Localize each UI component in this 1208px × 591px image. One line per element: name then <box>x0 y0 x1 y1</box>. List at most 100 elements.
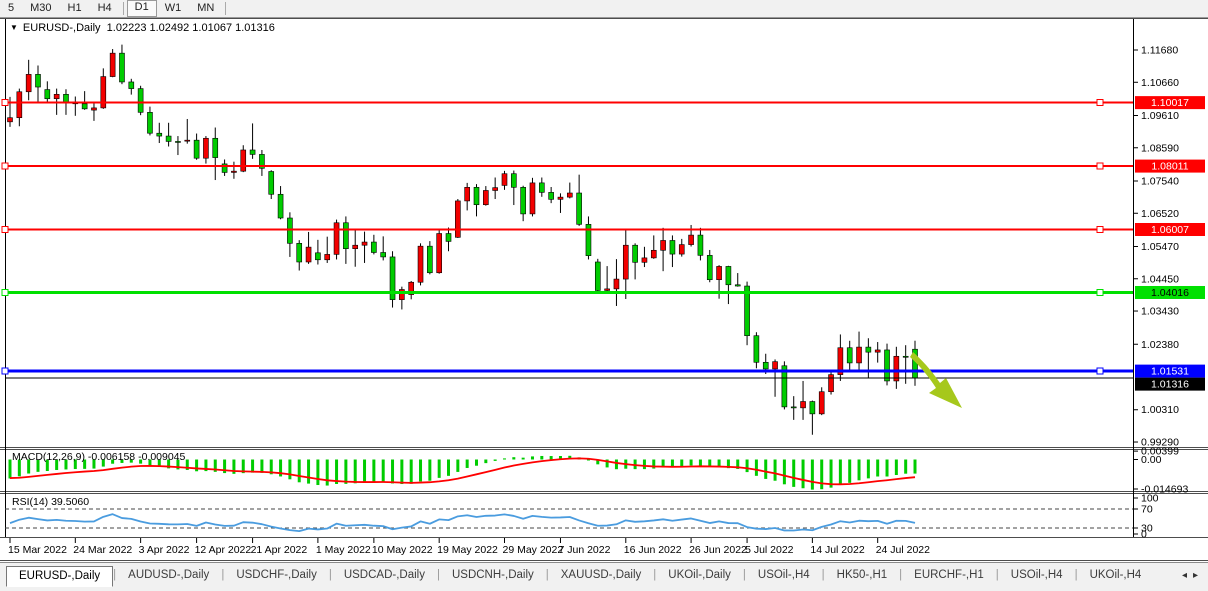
tab-usdcad-daily[interactable]: USDCAD-,Daily <box>343 569 425 581</box>
candle-body <box>445 233 452 242</box>
candle-body <box>744 285 750 337</box>
candle-body <box>520 187 526 215</box>
pane-frames <box>0 18 1208 561</box>
timeframe-button-5[interactable]: 5 <box>8 2 15 14</box>
tab-scroll-right-icon[interactable]: ▸ <box>1192 570 1204 581</box>
tab-separator: | <box>821 569 825 581</box>
price-tick-label: 1.05470 <box>1141 241 1179 253</box>
chart-title: ▼ EURUSD-,Daily 1.02223 1.02492 1.01067 1… <box>10 22 275 34</box>
rsi-indicator-label: RSI(14) 39.5060 <box>12 496 90 508</box>
candle-body <box>63 93 69 103</box>
date-label: 12 Apr 2022 <box>195 544 252 556</box>
tab-eurusd-daily[interactable]: EURUSD-,Daily <box>6 566 114 587</box>
price-chip <box>1135 285 1205 299</box>
candle-body <box>818 391 825 415</box>
tab-ukoil-daily[interactable]: UKOil-,Daily <box>668 569 731 581</box>
candle-body <box>53 93 60 100</box>
candle-body <box>884 349 890 382</box>
tab-xauusd-daily[interactable]: XAUUSD-,Daily <box>560 569 642 581</box>
line-handle[interactable] <box>1096 225 1104 234</box>
tab-separator: | <box>653 569 657 581</box>
tab-separator: | <box>221 569 225 581</box>
price-chip <box>1135 222 1205 236</box>
timeframe-button-W1[interactable]: W1 <box>164 2 182 14</box>
timeframe-button-H1[interactable]: H1 <box>67 2 82 14</box>
symbol-label: EURUSD-,Daily <box>22 22 101 34</box>
date-label: 26 Jun 2022 <box>689 544 747 556</box>
date-label: 14 Jul 2022 <box>810 544 864 556</box>
candle-body <box>408 281 414 295</box>
line-handle[interactable] <box>1096 99 1104 107</box>
line-handle[interactable] <box>1 367 9 375</box>
tab-usdchf-daily[interactable]: USDCHF-,Daily <box>236 569 317 581</box>
tab-separator: | <box>545 569 549 581</box>
candle-body <box>455 200 461 238</box>
date-label: 16 Jun 2022 <box>624 544 682 556</box>
candle-body <box>91 107 97 111</box>
timeframe-button-H4[interactable]: H4 <box>97 2 112 14</box>
candle-body <box>594 261 601 291</box>
macd-axis-label: 0.00 <box>1141 454 1162 466</box>
symbol-tab-bar: ◂▸ EURUSD-,Daily | AUDUSD-,Daily | USDCHF-,D… <box>0 562 1208 591</box>
down-arrow-annotation[interactable] <box>910 352 962 408</box>
candle-body <box>622 244 629 280</box>
line-handle[interactable] <box>1 162 9 170</box>
price-chip <box>1135 96 1205 110</box>
tab-ukoil-h4[interactable]: UKOil-,H4 <box>1089 569 1142 581</box>
candle-body <box>511 173 517 188</box>
line-handle[interactable] <box>1 225 9 234</box>
tab-hk50-h1[interactable]: HK50-,H1 <box>836 569 888 581</box>
price-tick-label: 1.06520 <box>1141 208 1179 220</box>
candle-body <box>641 257 648 263</box>
chevron-down-icon[interactable]: ▼ <box>10 23 18 32</box>
tab-usdcnh-daily[interactable]: USDCNH-,Daily <box>451 569 534 581</box>
timeframe-button-M30[interactable]: M30 <box>30 2 52 14</box>
tab-usoil-h4[interactable]: USOil-,H4 <box>1010 569 1063 581</box>
candle-body <box>16 91 23 119</box>
line-handle[interactable] <box>1 288 9 297</box>
price-tick-label: 1.08590 <box>1141 142 1179 154</box>
candle-body <box>790 406 797 409</box>
line-handle[interactable] <box>1096 288 1104 297</box>
candle-body <box>800 401 806 409</box>
candle-body <box>548 192 554 200</box>
candle-body <box>417 245 424 283</box>
line-handle[interactable] <box>1096 162 1104 170</box>
tab-scroll-left-icon[interactable]: ◂ <box>1181 570 1193 581</box>
candle-body <box>35 74 41 88</box>
candle-body <box>352 244 359 249</box>
tab-usoil-h4[interactable]: USOil-,H4 <box>757 569 810 581</box>
candle-body <box>716 266 722 281</box>
timeframe-button-MN[interactable]: MN <box>197 2 215 14</box>
candle-body <box>44 89 51 100</box>
candle-body <box>137 88 144 113</box>
price-tick-label: 1.04450 <box>1141 273 1179 285</box>
candle-body <box>725 266 732 286</box>
date-label: 1 May 2022 <box>316 544 371 556</box>
line-handle[interactable] <box>1 99 9 107</box>
candle-body <box>585 224 592 256</box>
date-label: 15 Mar 2022 <box>8 544 67 556</box>
candle-body <box>539 182 545 193</box>
tab-separator: | <box>436 569 440 581</box>
candle-body <box>856 346 862 364</box>
date-label: 5 Jul 2022 <box>745 544 794 556</box>
tab-audusd-daily[interactable]: AUDUSD-,Daily <box>128 569 210 581</box>
tab-eurchf-h1[interactable]: EURCHF-,H1 <box>914 569 984 581</box>
candle-body <box>259 154 265 169</box>
line-handle[interactable] <box>1096 367 1104 375</box>
candle-body <box>706 255 713 281</box>
timeframe-button-D1[interactable]: D1 <box>126 0 157 17</box>
price-chip-label: 1.01316 <box>1151 379 1189 391</box>
rsi-axis-label: 70 <box>1141 504 1153 516</box>
candle-body <box>678 244 685 255</box>
candle-body <box>734 284 741 287</box>
date-label: 19 May 2022 <box>437 544 498 556</box>
chart-svg: 1.11680 1.10660 1.09610 1.08590 1.07540 1.065… <box>0 18 1208 561</box>
tab-separator: | <box>742 569 746 581</box>
price-chip-label: 1.06007 <box>1151 224 1189 236</box>
candle-body <box>669 240 676 255</box>
candle-body <box>902 355 909 358</box>
candle-body <box>688 234 694 245</box>
candle-body <box>399 289 405 300</box>
